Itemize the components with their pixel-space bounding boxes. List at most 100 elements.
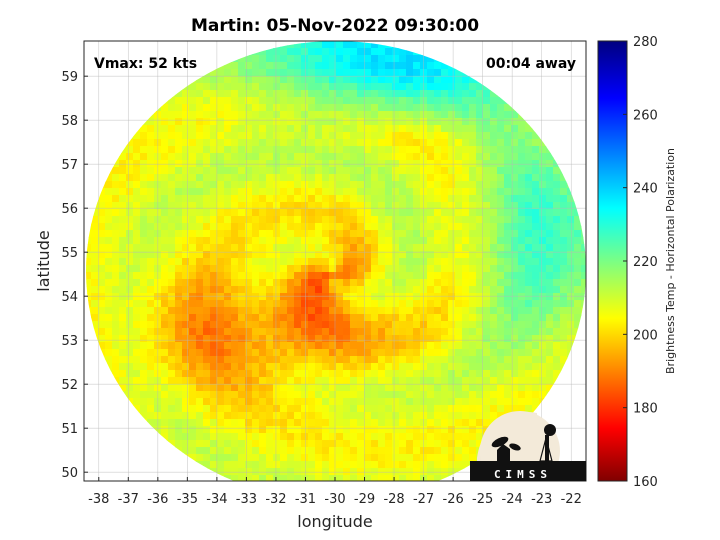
heatmap-cell [161, 118, 169, 126]
heatmap-cell [322, 447, 330, 455]
heatmap-cell [427, 447, 435, 455]
heatmap-cell [329, 321, 337, 329]
heatmap-cell [392, 307, 400, 315]
heatmap-cell [364, 139, 372, 147]
heatmap-cell [224, 426, 232, 434]
heatmap-cell [175, 223, 183, 231]
heatmap-cell [343, 125, 351, 133]
heatmap-cell [406, 167, 414, 175]
heatmap-cell [329, 146, 337, 154]
heatmap-cell [273, 342, 281, 350]
heatmap-cell [385, 454, 393, 462]
heatmap-cell [385, 153, 393, 161]
heatmap-cell [196, 307, 204, 315]
heatmap-cell [322, 76, 330, 84]
heatmap-cell [266, 468, 274, 476]
heatmap-cell [399, 188, 407, 196]
heatmap-cell [217, 419, 225, 427]
heatmap-cell [217, 83, 225, 91]
heatmap-cell [315, 97, 323, 105]
heatmap-cell [497, 377, 505, 385]
heatmap-cell [217, 195, 225, 203]
heatmap-cell [469, 447, 477, 455]
heatmap-cell [273, 237, 281, 245]
heatmap-cell [392, 342, 400, 350]
heatmap-cell [455, 391, 463, 399]
heatmap-cell [385, 55, 393, 63]
heatmap-cell [147, 195, 155, 203]
heatmap-cell [329, 307, 337, 315]
heatmap-cell [525, 321, 533, 329]
heatmap-cell [252, 412, 260, 420]
heatmap-cell [287, 209, 295, 217]
heatmap-cell [315, 363, 323, 371]
heatmap-cell [399, 307, 407, 315]
heatmap-cell [448, 468, 456, 476]
heatmap-cell [238, 167, 246, 175]
heatmap-cell [441, 132, 449, 140]
heatmap-cell [441, 356, 449, 364]
heatmap-cell [280, 125, 288, 133]
heatmap-cell [119, 356, 127, 364]
heatmap-cell [483, 258, 491, 266]
heatmap-cell [371, 48, 379, 56]
heatmap-cell [126, 160, 134, 168]
heatmap-cell [371, 349, 379, 357]
heatmap-cell [434, 300, 442, 308]
heatmap-cell [574, 272, 582, 280]
heatmap-cell [399, 342, 407, 350]
heatmap-cell [385, 391, 393, 399]
heatmap-cell [378, 174, 386, 182]
heatmap-cell [560, 342, 568, 350]
heatmap-cell [462, 83, 470, 91]
heatmap-cell [252, 454, 260, 462]
heatmap-cell [147, 412, 155, 420]
heatmap-cell [462, 244, 470, 252]
heatmap-cell [280, 398, 288, 406]
heatmap-cell [539, 258, 547, 266]
heatmap-cell [308, 153, 316, 161]
heatmap-cell [427, 237, 435, 245]
heatmap-cell [252, 307, 260, 315]
heatmap-cell [217, 433, 225, 441]
heatmap-cell [133, 335, 141, 343]
heatmap-cell [462, 272, 470, 280]
heatmap-cell [308, 48, 316, 56]
heatmap-cell [287, 377, 295, 385]
heatmap-cell [553, 195, 561, 203]
heatmap-cell [378, 475, 386, 481]
heatmap-cell [518, 391, 526, 399]
heatmap-cell [259, 146, 267, 154]
heatmap-cell [161, 272, 169, 280]
heatmap-cell [231, 181, 239, 189]
heatmap-cell [182, 181, 190, 189]
heatmap-cell [364, 118, 372, 126]
heatmap-cell [280, 48, 288, 56]
heatmap-cell [126, 272, 134, 280]
heatmap-cell [231, 251, 239, 259]
heatmap-cell [336, 377, 344, 385]
heatmap-cell [168, 265, 176, 273]
heatmap-cell [231, 167, 239, 175]
heatmap-cell [350, 314, 358, 322]
heatmap-cell [245, 377, 253, 385]
heatmap-cell [546, 279, 554, 287]
heatmap-cell [168, 195, 176, 203]
heatmap-cell [126, 335, 134, 343]
heatmap-cell [413, 461, 421, 469]
heatmap-cell [427, 384, 435, 392]
heatmap-cell [210, 69, 218, 77]
heatmap-cell [161, 356, 169, 364]
heatmap-cell [483, 125, 491, 133]
heatmap-cell [168, 433, 176, 441]
heatmap-cell [413, 55, 421, 63]
heatmap-cell [532, 181, 540, 189]
heatmap-cell [105, 342, 113, 350]
heatmap-cell [371, 139, 379, 147]
heatmap-cell [490, 188, 498, 196]
heatmap-cell [539, 363, 547, 371]
heatmap-cell [497, 209, 505, 217]
heatmap-cell [364, 265, 372, 273]
heatmap-cell [560, 321, 568, 329]
heatmap-cell [574, 265, 582, 273]
